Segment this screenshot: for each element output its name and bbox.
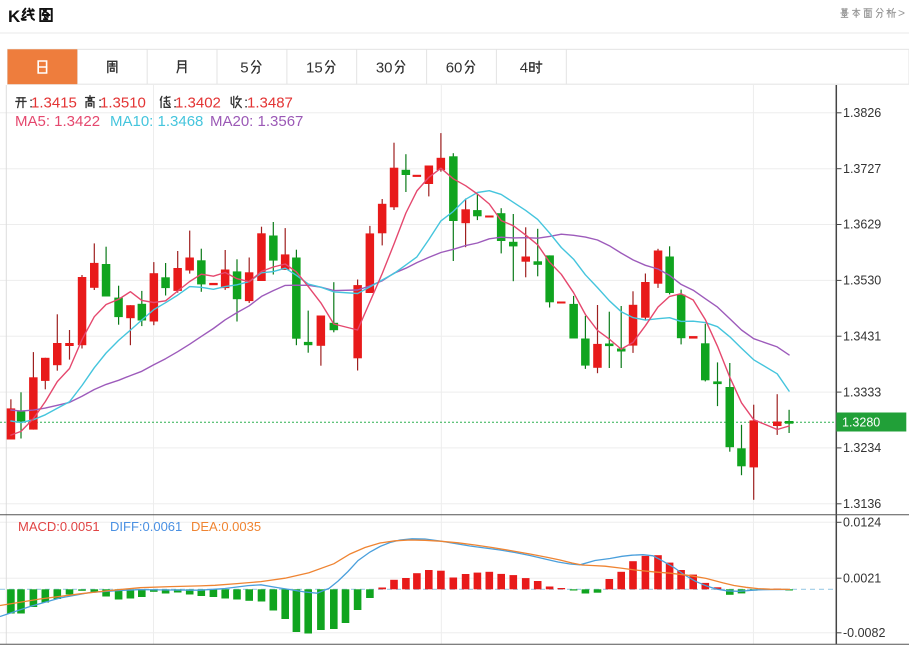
svg-text:DIFF:0.0061: DIFF:0.0061 [110,519,182,534]
svg-text:1.3415: 1.3415 [31,95,77,112]
svg-text:MA20: 1.3567: MA20: 1.3567 [210,113,303,130]
svg-text:MA5: 1.3422: MA5: 1.3422 [15,113,100,130]
svg-text:15: 15 [306,60,323,77]
svg-text:K: K [8,7,21,26]
svg-text:1.3333: 1.3333 [843,385,881,399]
svg-text:1.3727: 1.3727 [843,162,881,176]
svg-text:1.3629: 1.3629 [843,218,881,232]
svg-text:0.0021: 0.0021 [843,571,881,585]
svg-text:1.3530: 1.3530 [843,274,881,288]
svg-text:0.0124: 0.0124 [843,516,881,530]
svg-text:>: > [898,6,905,20]
svg-text:4: 4 [520,60,528,77]
svg-text:1.3510: 1.3510 [100,95,146,112]
svg-text:MACD:0.0051: MACD:0.0051 [18,519,100,534]
svg-text:-0.0082: -0.0082 [843,626,885,640]
svg-text:60: 60 [446,60,463,77]
svg-text:1.3136: 1.3136 [843,497,881,511]
svg-text:5: 5 [240,60,248,77]
svg-text:DEA:0.0035: DEA:0.0035 [191,519,261,534]
svg-text:1.3234: 1.3234 [843,441,881,455]
svg-text:1.3280: 1.3280 [842,416,880,430]
svg-text:30: 30 [376,60,393,77]
svg-text:1.3487: 1.3487 [247,95,293,112]
svg-text:1.3402: 1.3402 [175,95,221,112]
svg-text:1.3826: 1.3826 [843,106,881,120]
svg-text:1.3431: 1.3431 [843,329,881,343]
svg-text:MA10: 1.3468: MA10: 1.3468 [110,113,203,130]
